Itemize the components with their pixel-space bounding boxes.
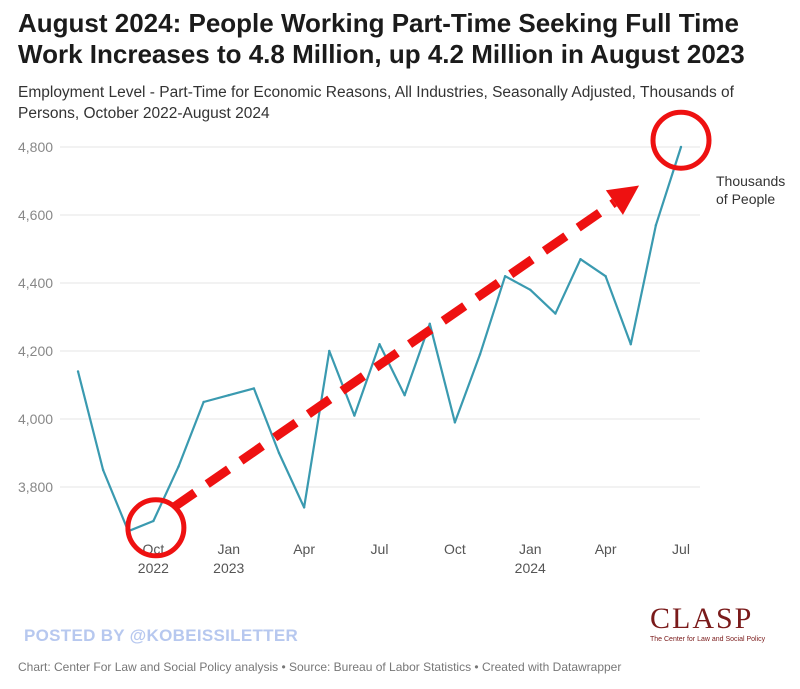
annotation-label: of People [716, 191, 775, 207]
trend-arrow-head [605, 185, 640, 215]
data-point [529, 288, 532, 291]
y-tick-label: 4,000 [18, 411, 53, 427]
watermark: POSTED BY @KOBEISSILETTER [24, 626, 299, 645]
x-tick-label: Jul [371, 541, 389, 557]
data-point [554, 312, 557, 315]
data-point [152, 519, 155, 523]
data-point [353, 414, 356, 417]
x-tick-label: Jan 2024 [515, 541, 546, 576]
x-tick-label: Apr [595, 541, 617, 557]
x-tick-label: Jul [672, 541, 690, 557]
data-point [503, 275, 507, 278]
x-tick-label: Apr [293, 541, 315, 557]
data-point [177, 465, 180, 468]
data-point [453, 421, 457, 424]
data-point [604, 275, 607, 278]
data-point [252, 387, 256, 390]
trend-overlay [125, 109, 712, 559]
annotation-label: Thousands [716, 173, 785, 189]
data-point [654, 224, 658, 227]
data-point [629, 343, 632, 346]
y-tick-label: 4,400 [18, 275, 53, 291]
highlight-circle [125, 497, 187, 559]
data-series [76, 145, 683, 533]
highlight-circle [650, 109, 712, 171]
data-point [378, 343, 381, 346]
clasp-logo: CLASP The Center for Law and Social Poli… [650, 602, 790, 644]
data-point [302, 506, 306, 509]
annotations: Thousands of People [716, 173, 785, 207]
series-line [76, 146, 683, 533]
x-axis-ticks: Oct 2022 Jan 2023 Apr Jul Oct Jan 2024 Apr Jul [138, 541, 690, 576]
gridlines [60, 146, 700, 488]
data-point [478, 353, 482, 356]
x-tick-label: Jan 2023 [213, 541, 244, 576]
x-tick-label: Oct 2022 [138, 541, 169, 576]
y-tick-label: 4,600 [18, 207, 53, 223]
y-tick-label: 4,200 [18, 343, 53, 359]
chart-footer: Chart: Center For Law and Social Policy … [18, 660, 622, 674]
data-point [328, 349, 331, 353]
chart-subtitle: Employment Level - Part-Time for Economi… [18, 84, 734, 122]
data-point [202, 400, 205, 404]
data-point [101, 468, 105, 472]
data-point [428, 322, 431, 325]
y-axis-ticks: 3,800 4,000 4,200 4,400 4,600 4,800 [18, 139, 53, 495]
data-point [227, 394, 230, 397]
chart-title: August 2024: People Working Part-Time Se… [18, 8, 745, 69]
trend-arrow-shaft [170, 198, 617, 512]
x-tick-label: Oct [444, 541, 466, 557]
y-tick-label: 4,800 [18, 139, 53, 155]
line-chart: 3,800 4,000 4,200 4,400 4,600 4,800 Oct 2022 Ja… [18, 109, 785, 576]
data-point [579, 258, 582, 261]
data-point [277, 451, 281, 455]
data-point [403, 394, 406, 397]
logo-wordmark: CLASP [650, 602, 754, 635]
data-point [679, 145, 683, 149]
data-point [76, 370, 80, 373]
y-tick-label: 3,800 [18, 479, 53, 495]
logo-tagline: The Center for Law and Social Policy [650, 636, 766, 643]
